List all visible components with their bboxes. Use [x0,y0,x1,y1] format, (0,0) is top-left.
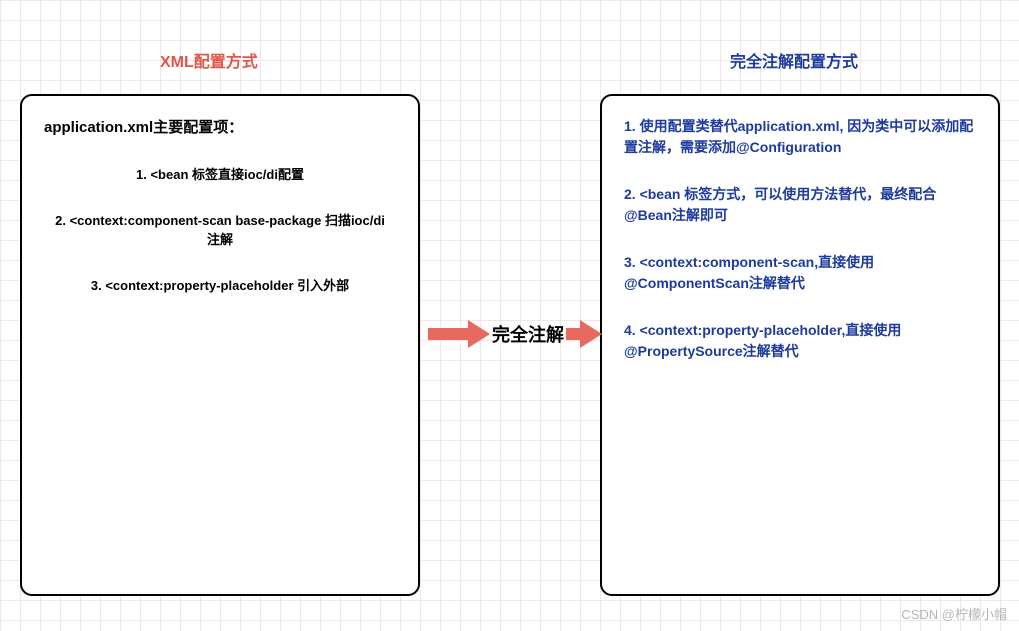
xml-panel: application.xml主要配置项： 1. <bean 标签直接ioc/d… [20,94,420,596]
arrow-label: 完全注解 [490,321,566,347]
anno-item-2: 2. <bean 标签方式，可以使用方法替代，最终配合@Bean注解即可 [624,184,976,226]
xml-item-2: 2. <context:component-scan base-package … [44,211,396,250]
watermark: CSDN @柠檬小帽 [901,604,1007,623]
arrow-full-annotation: 完全注解 [428,320,602,348]
heading-xml: XML配置方式 [160,48,258,72]
anno-item-4: 4. <context:property-placeholder,直接使用@Pr… [624,320,976,362]
arrow-shaft-right [566,328,580,340]
xml-item-3: 3. <context:property-placeholder 引入外部 [44,276,396,296]
xml-panel-title: application.xml主要配置项： [44,116,396,137]
arrow-shaft-left [428,328,468,340]
anno-item-3: 3. <context:component-scan,直接使用@Componen… [624,252,976,294]
annotation-panel: 1. 使用配置类替代application.xml, 因为类中可以添加配置注解，… [600,94,1000,596]
heading-annotation: 完全注解配置方式 [730,48,858,72]
arrow-head-left [468,320,490,348]
arrow-head-right [580,320,602,348]
xml-item-1: 1. <bean 标签直接ioc/di配置 [44,165,396,185]
anno-item-1: 1. 使用配置类替代application.xml, 因为类中可以添加配置注解，… [624,116,976,158]
